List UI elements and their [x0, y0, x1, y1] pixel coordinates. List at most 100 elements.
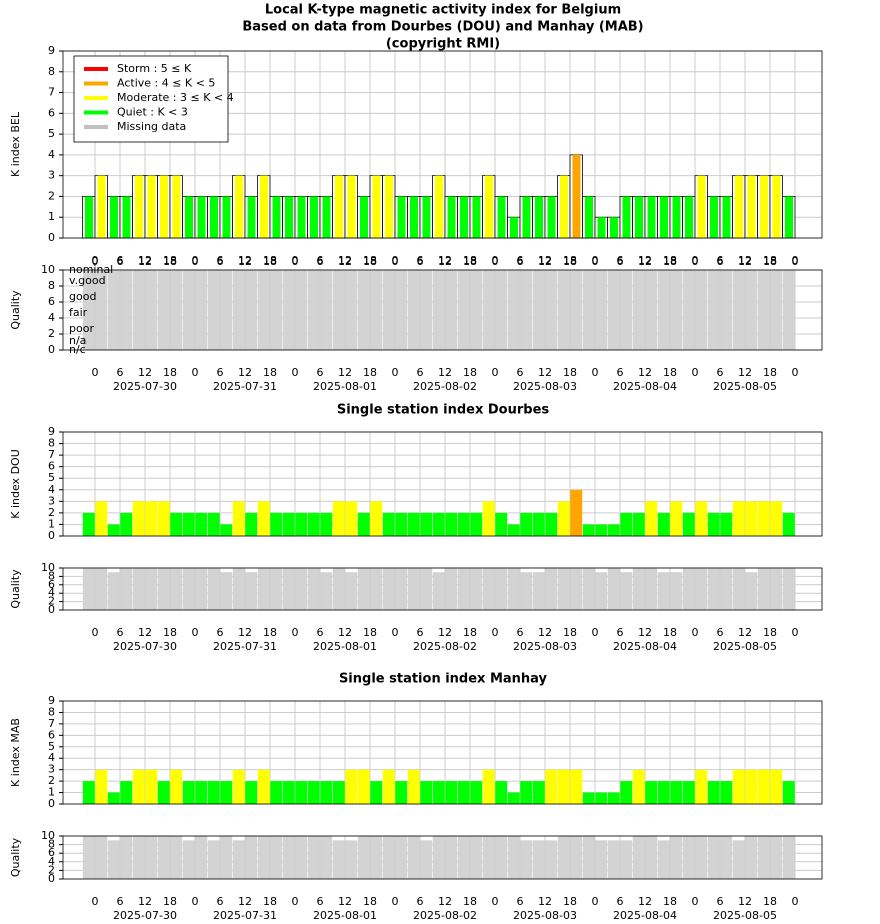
plot-frame [62, 567, 823, 611]
bar [220, 836, 233, 879]
bar [357, 568, 370, 610]
x-tick-label: 6 [317, 366, 324, 379]
x-tick-label: 6 [517, 626, 524, 639]
x-tick-label: 12 [538, 254, 552, 267]
bar [722, 196, 731, 238]
x-tick-label: 0 [192, 254, 199, 267]
bar [745, 270, 758, 350]
bar [120, 270, 133, 350]
bar [707, 512, 720, 536]
bar [757, 836, 770, 879]
x-tick-label: 18 [163, 626, 177, 639]
bar [432, 512, 445, 536]
bar [332, 781, 345, 804]
bar [445, 270, 458, 350]
bar [570, 568, 583, 610]
x-tick-label: 12 [238, 255, 252, 268]
y-tick-label: 8 [48, 437, 55, 450]
bar [620, 781, 633, 804]
bar [347, 175, 356, 238]
bar [570, 769, 583, 804]
x-tick-label: 0 [92, 366, 99, 379]
quality-level: good [69, 290, 96, 303]
x-tick-label: 12 [738, 366, 752, 379]
bar [120, 568, 133, 610]
date-label: 2025-08-02 [413, 909, 477, 922]
legend-label: Active : 4 ≤ K < 5 [117, 77, 215, 90]
bar [670, 501, 683, 536]
bar [357, 769, 370, 804]
bar [682, 512, 695, 536]
bar [85, 196, 93, 238]
x-tick-label: 18 [563, 255, 577, 268]
chart-title: Single station index Manhay [339, 672, 548, 687]
bar [245, 512, 258, 536]
bar [295, 781, 308, 804]
x-tick-label: 0 [792, 626, 799, 639]
bar [245, 781, 258, 804]
y-tick-label: 10 [41, 561, 55, 574]
y-tick-label: 7 [48, 717, 55, 730]
y-tick-label: 8 [48, 569, 55, 582]
x-tick-label: 18 [563, 626, 577, 639]
x-tick-label: 0 [792, 255, 799, 268]
bar [732, 769, 745, 804]
bar [422, 196, 431, 238]
bar [157, 501, 170, 536]
bar [622, 196, 631, 238]
bar [695, 501, 708, 536]
bar [135, 175, 143, 238]
bar [370, 270, 383, 350]
y-axis-label: Quality [9, 569, 22, 609]
x-tick-label: 0 [292, 366, 299, 379]
bar [757, 769, 770, 804]
bar [145, 501, 158, 536]
x-tick-label: 0 [292, 254, 299, 267]
x-tick-label: 18 [663, 254, 677, 267]
x-tick-label: 12 [538, 366, 552, 379]
bar [195, 270, 208, 350]
date-label: 2025-08-02 [413, 640, 477, 653]
bar [345, 840, 358, 879]
x-tick-label: 0 [792, 366, 799, 379]
y-tick-label: 4 [48, 483, 55, 496]
bar [582, 568, 595, 610]
bar [522, 196, 531, 238]
bar [495, 568, 508, 610]
bar [195, 568, 208, 610]
bar [357, 270, 370, 350]
bar [197, 196, 206, 238]
bar [682, 836, 695, 879]
x-tick-label: 6 [417, 255, 424, 268]
bar [232, 769, 245, 804]
x-tick-label: 6 [417, 254, 424, 267]
x-tick-label: 6 [617, 895, 624, 908]
bar [732, 270, 745, 350]
x-tick-label: 18 [463, 255, 477, 268]
bar [782, 781, 795, 804]
bar [407, 769, 420, 804]
bar [370, 836, 383, 879]
x-tick-label: 0 [492, 254, 499, 267]
x-tick-label: 18 [763, 626, 777, 639]
bar [285, 196, 293, 238]
date-label: 2025-07-31 [213, 380, 277, 393]
bar [232, 568, 245, 610]
x-tick-label: 12 [538, 626, 552, 639]
bar [470, 781, 483, 804]
y-tick-label: 0 [48, 529, 55, 542]
bar [595, 270, 608, 350]
bar [147, 175, 156, 238]
x-tick-label: 18 [463, 254, 477, 267]
bar [320, 781, 333, 804]
date-label: 2025-08-04 [613, 909, 677, 922]
x-tick-label: 0 [92, 895, 99, 908]
bar [682, 568, 695, 610]
bar [745, 769, 758, 804]
date-label: 2025-08-01 [313, 640, 377, 653]
bar [607, 524, 620, 536]
x-tick-label: 6 [217, 366, 224, 379]
y-tick-label: 6 [48, 460, 55, 473]
x-tick-label: 18 [363, 895, 377, 908]
x-tick-label: 12 [138, 255, 152, 268]
